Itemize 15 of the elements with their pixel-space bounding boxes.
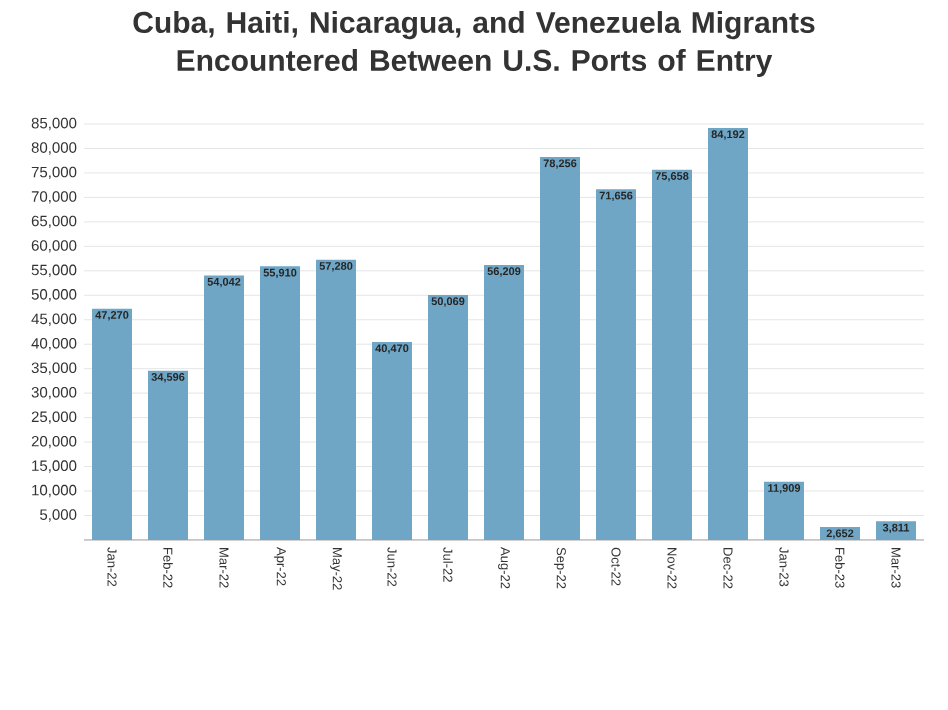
chart-title: Cuba, Haiti, Nicaragua, and Venezuela Migrants Encountered Between U.S. Ports of Entry [133,11,815,77]
bar [372,341,412,540]
bar [484,264,524,540]
bar [652,169,692,540]
bar [204,275,244,540]
bar [92,308,133,540]
bar [316,259,356,540]
bar [260,266,301,540]
bar [875,521,916,540]
bar [148,370,189,540]
bar [763,481,804,540]
bar [540,156,580,540]
bar [708,127,748,540]
bar [596,189,636,540]
bar [428,294,469,540]
